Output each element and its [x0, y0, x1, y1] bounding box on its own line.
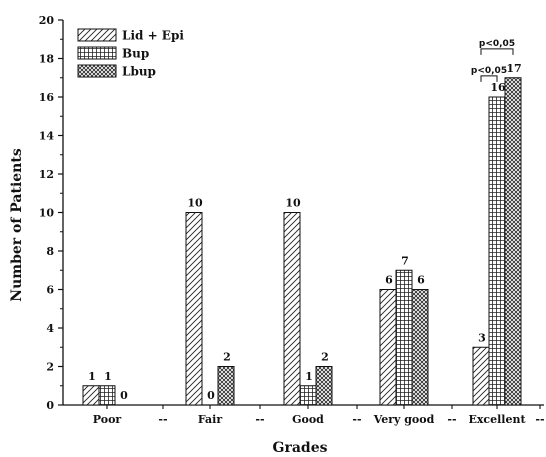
bar	[299, 385, 317, 406]
bar	[82, 385, 100, 406]
y-tick-label: 0	[46, 399, 54, 412]
x-separator-label: --	[255, 413, 264, 426]
significance-label: p<0,05	[471, 66, 507, 76]
legend-label: Bup	[122, 47, 149, 61]
significance-annotations: p<0,05 p<0,05	[471, 39, 515, 82]
data-label: 10	[285, 197, 301, 210]
data-label: 6	[417, 274, 425, 287]
legend-label: Lbup	[122, 65, 156, 79]
legend-label: Lid + Epi	[122, 29, 184, 43]
bar	[217, 366, 235, 406]
x-tick-label: Excellent	[468, 413, 526, 426]
significance-bracket	[480, 75, 498, 82]
bar	[98, 385, 116, 406]
bar	[379, 289, 397, 406]
bar	[411, 289, 429, 406]
y-tick-label: 20	[39, 14, 55, 27]
significance-label: p<0,05	[479, 39, 515, 49]
bars	[82, 77, 522, 406]
bar	[488, 96, 506, 406]
bar	[395, 269, 413, 406]
bar	[504, 77, 522, 406]
bar	[315, 366, 333, 406]
data-label: 1	[104, 370, 112, 383]
y-tick-label: 16	[39, 91, 55, 104]
y-tick-label: 4	[46, 322, 54, 335]
data-label: 17	[506, 62, 521, 75]
x-separator-label: --	[447, 413, 456, 426]
y-tick-label: 2	[46, 361, 54, 374]
bar	[472, 346, 490, 406]
bar	[283, 212, 301, 406]
x-separator-label: --	[158, 413, 167, 426]
y-tick-label: 18	[39, 53, 55, 66]
x-tick-label: Poor	[93, 413, 122, 426]
data-label: 16	[490, 81, 506, 94]
y-tick-label: 8	[46, 245, 54, 258]
legend-swatch	[77, 64, 117, 78]
data-label: 7	[401, 254, 409, 267]
x-axis: Poor Fair Good Very good Excellent -- -- -- -- --	[63, 404, 545, 426]
x-tick-label: Fair	[198, 413, 223, 426]
data-label: 10	[187, 197, 203, 210]
legend-swatch	[77, 28, 117, 42]
data-label: 2	[321, 351, 329, 364]
y-axis-title: Number of Patients	[9, 148, 25, 302]
x-axis-title: Grades	[273, 440, 328, 456]
y-tick-label: 6	[46, 284, 54, 297]
y-axis: 0 2 4 6 8 10 12 14 16 18 20	[39, 14, 64, 412]
x-tick-label: Good	[292, 413, 324, 426]
data-label: 0	[120, 389, 128, 402]
significance-bracket	[480, 48, 514, 55]
legend-swatch	[77, 46, 117, 60]
data-label: 6	[385, 274, 393, 287]
x-separator-label: --	[535, 413, 544, 426]
x-separator-label: --	[352, 413, 361, 426]
legend: Lid + Epi Bup Lbup	[77, 28, 184, 79]
y-tick-label: 12	[39, 168, 54, 181]
data-label: 2	[223, 351, 231, 364]
y-tick-label: 10	[39, 207, 55, 220]
data-label: 0	[207, 389, 215, 402]
data-label: 1	[305, 370, 313, 383]
y-tick-label: 14	[39, 130, 55, 143]
data-label: 1	[88, 370, 96, 383]
bar	[185, 212, 203, 406]
x-tick-label: Very good	[373, 413, 435, 426]
data-label: 3	[478, 331, 486, 344]
